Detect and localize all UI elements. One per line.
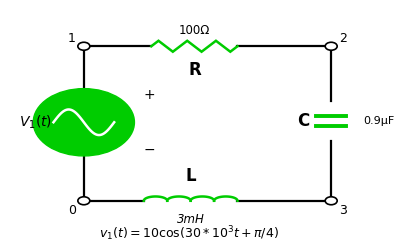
Text: 100Ω: 100Ω — [179, 23, 210, 37]
Text: 0.9μF: 0.9μF — [363, 116, 394, 126]
Circle shape — [78, 42, 90, 50]
Circle shape — [78, 197, 90, 205]
Text: 3: 3 — [339, 204, 347, 217]
Text: $v_1(t) = 10\cos(30 * 10^3 t + \pi / 4)$: $v_1(t) = 10\cos(30 * 10^3 t + \pi / 4)$ — [99, 225, 279, 243]
Text: 3mH: 3mH — [177, 213, 205, 226]
Text: L: L — [185, 167, 196, 185]
Circle shape — [33, 89, 135, 156]
Circle shape — [325, 197, 337, 205]
Text: +: + — [144, 88, 155, 102]
Text: C: C — [297, 112, 309, 130]
Text: R: R — [188, 61, 201, 79]
Text: 2: 2 — [339, 32, 347, 45]
Text: 0: 0 — [68, 204, 76, 217]
Circle shape — [325, 42, 337, 50]
Text: $V_1(t)$: $V_1(t)$ — [19, 114, 52, 131]
Text: −: − — [144, 143, 155, 157]
Text: 1: 1 — [68, 32, 76, 45]
